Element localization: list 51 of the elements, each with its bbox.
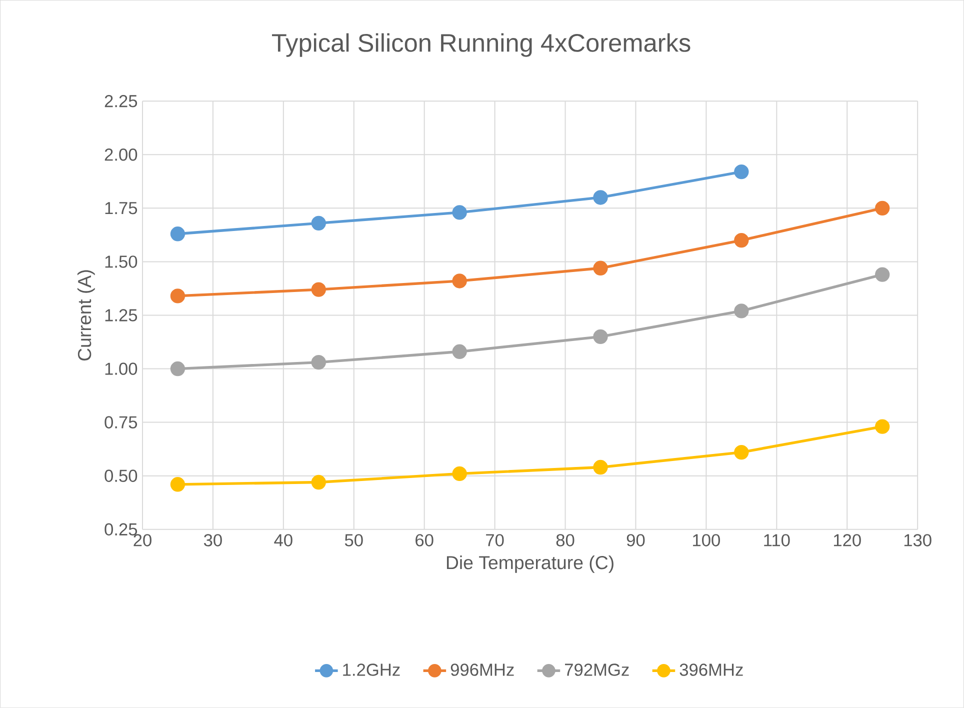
point [593, 190, 608, 205]
legend-label: 792MGz [565, 664, 629, 676]
point [593, 460, 608, 475]
x-tick-label: 110 [764, 534, 790, 546]
point [734, 233, 749, 248]
x-tick-label: 60 [416, 534, 434, 546]
x-tick-label: 70 [486, 534, 504, 546]
x-tick-label: 90 [626, 534, 645, 546]
legend-label: 396MHz [680, 664, 743, 676]
y-tick-label: 2.25 [104, 95, 138, 108]
y-tick-label: 2.00 [104, 148, 138, 161]
x-tick-label: 100 [693, 534, 720, 546]
point [170, 288, 186, 304]
point [452, 274, 467, 288]
point [734, 164, 749, 180]
point [170, 226, 186, 242]
point [452, 466, 467, 482]
y-tick-label: 1.50 [105, 256, 138, 268]
point [311, 216, 326, 231]
point [311, 355, 326, 370]
x-tick-label: 50 [344, 534, 363, 546]
point [311, 282, 326, 297]
point [875, 419, 890, 434]
point [170, 361, 186, 376]
y-axis-title: Current (A) [77, 270, 95, 361]
y-tick-label: 1.00 [105, 362, 138, 375]
legend-label: 996MHz [450, 664, 514, 676]
point [593, 329, 608, 344]
point [875, 267, 890, 282]
point [734, 304, 749, 318]
x-tick-label: 30 [204, 534, 222, 546]
y-tick-label: 0.75 [104, 416, 138, 428]
chart-title: Typical Silicon Running 4xCoremarks [272, 33, 690, 57]
point [170, 477, 186, 492]
y-tick-label: 1.25 [105, 309, 138, 322]
point [875, 200, 890, 216]
x-tick-label: 20 [134, 534, 152, 546]
point [452, 344, 467, 360]
point [734, 445, 749, 460]
legend-label: 1.2GHz [343, 664, 400, 676]
point [593, 260, 608, 276]
x-tick-label: 130 [904, 534, 932, 546]
y-tick-label: 0.25 [104, 523, 138, 536]
y-tick-label: 1.75 [105, 202, 138, 214]
point [311, 474, 326, 490]
x-tick-label: 120 [834, 534, 861, 546]
x-tick-label: 80 [556, 534, 574, 546]
x-axis-title: Die Temperature (C) [446, 556, 614, 573]
x-tick-label: 40 [274, 534, 292, 546]
y-tick-label: 0.50 [104, 470, 138, 482]
point [452, 205, 467, 220]
